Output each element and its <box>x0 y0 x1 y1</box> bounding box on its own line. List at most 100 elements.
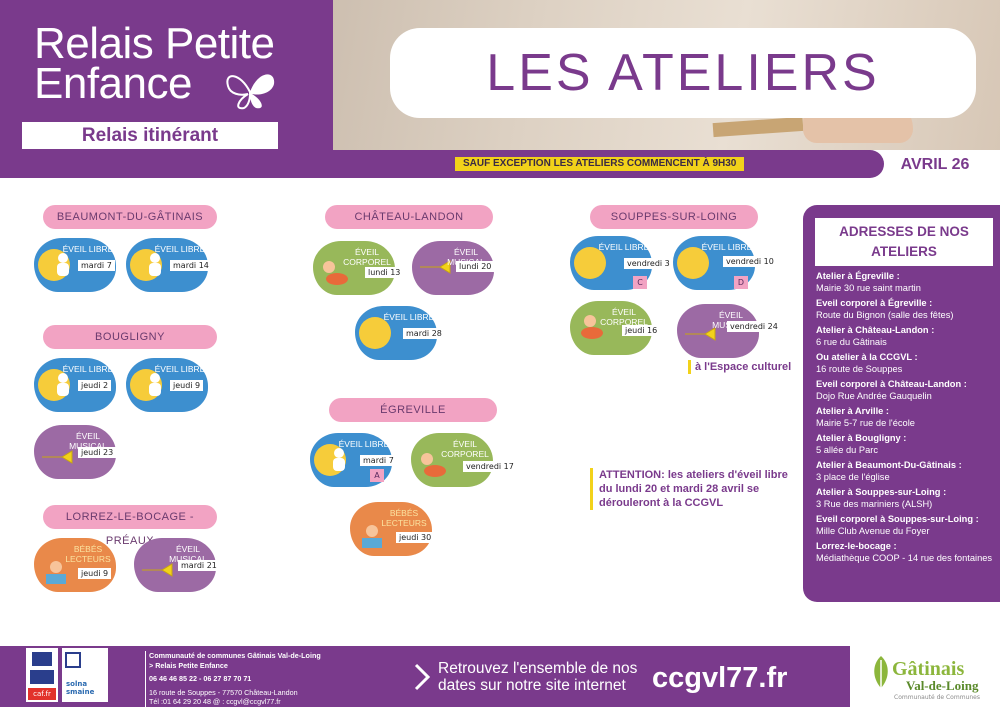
leaf-icon <box>874 656 888 688</box>
address-value: Mairie 5-7 rue de l'école <box>816 418 915 428</box>
reading-child-icon <box>362 525 382 548</box>
activity-date: lundi 13 <box>365 267 404 278</box>
activity-date: mardi 7 <box>78 260 115 271</box>
sun-icon <box>574 247 606 279</box>
activity-card: ÉVEIL LIBRE jeudi 2 <box>34 358 116 412</box>
address-value: Médiathèque COOP - 14 rue des fontaines <box>816 553 993 563</box>
activity-label: ÉVEIL LIBRE <box>383 312 435 322</box>
activity-label: ÉVEIL MUSICAL <box>169 544 207 564</box>
activity-card: ÉVEIL LIBRE jeudi 9 <box>126 358 208 412</box>
activity-date: jeudi 30 <box>396 532 435 543</box>
activity-label: ÉVEIL MUSICAL <box>69 431 107 451</box>
activity-date: vendredi 24 <box>727 321 781 332</box>
activity-date: vendredi 17 <box>463 461 517 472</box>
activity-date: mardi 14 <box>170 260 212 271</box>
activity-card: ÉVEIL LIBRE mardi 7 <box>34 238 116 292</box>
activity-date: jeudi 23 <box>78 447 117 458</box>
town-bougligny: BOUGLIGNY <box>43 325 217 349</box>
address-value: Dojo Rue Andrée Gauquelin <box>816 391 932 401</box>
address-value: 6 rue du Gâtinais <box>816 337 887 347</box>
addresses-title: ADRESSES DE NOS ATELIERS <box>815 218 993 266</box>
sun-icon <box>359 317 391 349</box>
footer-bar <box>0 646 850 707</box>
chevron-right-icon <box>414 663 431 691</box>
mdph-icon <box>65 652 81 668</box>
activity-label: BÉBÉS LECTEURS <box>381 508 427 528</box>
logo-line-2: Enfance <box>34 59 192 108</box>
town-souppes: SOUPPES-SUR-LOING <box>590 205 758 229</box>
logo-title: Relais Petite Enfance <box>34 22 275 108</box>
address-label: Atelier à Arville : <box>816 406 890 416</box>
town-beaumont: BEAUMONT-DU-GÂTINAIS <box>43 205 217 229</box>
address-value: 3 Rue des mariniers (ALSH) <box>816 499 933 509</box>
address-label: Atelier à Bougligny : <box>816 433 907 443</box>
activity-label: ÉVEIL LIBRE <box>598 242 650 252</box>
footer-email: Tél :01 64 29 20 48 @ : ccgvl@ccgvl77.fr <box>149 697 281 706</box>
caf-label: caf.fr <box>28 688 56 700</box>
footer-phones: 06 46 46 85 22 - 06 27 87 70 71 <box>149 674 252 683</box>
activity-label: ÉVEIL LIBRE <box>62 244 114 254</box>
trumpet-icon <box>685 327 716 341</box>
child-icon <box>57 373 69 396</box>
sun-icon <box>677 247 709 279</box>
trumpet-icon <box>42 450 73 464</box>
activity-date: vendredi 10 <box>723 256 777 267</box>
address-value: Route du Bignon (salle des fêtes) <box>816 310 954 320</box>
marianne-icon <box>32 652 52 666</box>
footer-cta-text: Retrouvez l'ensemble de nos dates sur no… <box>438 660 638 694</box>
location-tag: A <box>370 469 384 482</box>
activity-card: ÉVEIL CORPOREL jeudi 16 <box>570 301 661 355</box>
activity-card: ÉVEIL MUSICAL vendredi 24 <box>677 304 781 358</box>
address-label: Ou atelier à la CCGVL : <box>816 352 918 362</box>
activity-card: ÉVEIL MUSICAL lundi 20 <box>412 241 495 295</box>
activity-label: ÉVEIL LIBRE <box>154 364 206 374</box>
brand-line-1: Gâtinais <box>892 658 965 680</box>
activity-label: ÉVEIL LIBRE <box>338 439 390 449</box>
brand-line-2: Val-de-Loing <box>906 678 979 693</box>
address-value: 3 place de l'église <box>816 472 890 482</box>
address-label: Atelier à Château-Landon : <box>816 325 935 335</box>
address-label: Atelier à Égreville : <box>816 271 900 281</box>
page-title: LES ATELIERS <box>486 44 880 102</box>
page-title-box: LES ATELIERS <box>390 28 976 118</box>
address-label: Eveil corporel à Château-Landon : <box>816 379 967 389</box>
website-link[interactable]: ccgvl77.fr <box>652 662 788 694</box>
trumpet-icon <box>142 563 173 577</box>
child-icon <box>333 448 345 471</box>
activity-card: ÉVEIL CORPOREL lundi 13 <box>313 241 404 295</box>
logo-subtitle: Relais itinérant <box>22 122 278 149</box>
town-chateau-landon: CHÂTEAU-LANDON <box>325 205 493 229</box>
child-icon <box>149 253 161 276</box>
child-icon <box>149 373 161 396</box>
caf-icon <box>30 670 54 684</box>
activity-card: ÉVEIL LIBRE mardi 14 <box>126 238 212 292</box>
brand-line-3: Communauté de Communes <box>894 694 980 701</box>
activity-date: jeudi 9 <box>170 380 204 391</box>
activity-date: jeudi 9 <box>78 568 112 579</box>
activity-label: ÉVEIL CORPOREL <box>343 247 391 267</box>
location-tag: C <box>633 276 647 289</box>
activity-date: vendredi 3 <box>624 258 673 269</box>
activity-date: lundi 20 <box>456 261 495 272</box>
activity-label: ÉVEIL LIBRE <box>62 364 114 374</box>
footer-address: 16 route de Souppes - 77570 Château-Land… <box>149 687 298 697</box>
town-lorrez: LORREZ-LE-BOCAGE - PRÉAUX <box>43 505 217 547</box>
address-label: Lorrez-le-bocage : <box>816 541 897 551</box>
footer-org-sub: > Relais Petite Enfance <box>149 660 228 670</box>
gatinais-val-de-loing-logo: Gâtinais Val-de-Loing Communauté de Comm… <box>862 648 996 705</box>
activity-card: BÉBÉS LECTEURS jeudi 30 <box>350 502 435 556</box>
activity-date: mardi 7 <box>360 455 397 466</box>
reading-child-icon <box>46 561 66 584</box>
logo-line-1: Relais Petite <box>34 19 275 68</box>
address-label: Atelier à Beaumont-Du-Gâtinais : <box>816 460 962 470</box>
start-time-note: SAUF EXCEPTION LES ATELIERS COMMENCENT À… <box>455 157 745 171</box>
activity-card: ÉVEIL LIBRE mardi 28 <box>355 306 445 360</box>
activity-date: jeudi 16 <box>622 325 661 336</box>
activity-label: ÉVEIL CORPOREL <box>600 307 648 327</box>
addresses-list: Atelier à Égreville : Mairie 30 rue saint… <box>816 270 994 567</box>
month-label: AVRIL 26 <box>900 156 970 173</box>
address-value: Mairie 30 rue saint martin <box>816 283 921 293</box>
footer-contact-info: Communauté de communes Gâtinais Val-de-L… <box>145 651 350 707</box>
activity-card: ÉVEIL MUSICAL mardi 21 <box>134 538 220 592</box>
activity-label: BÉBÉS LECTEURS <box>65 544 111 564</box>
